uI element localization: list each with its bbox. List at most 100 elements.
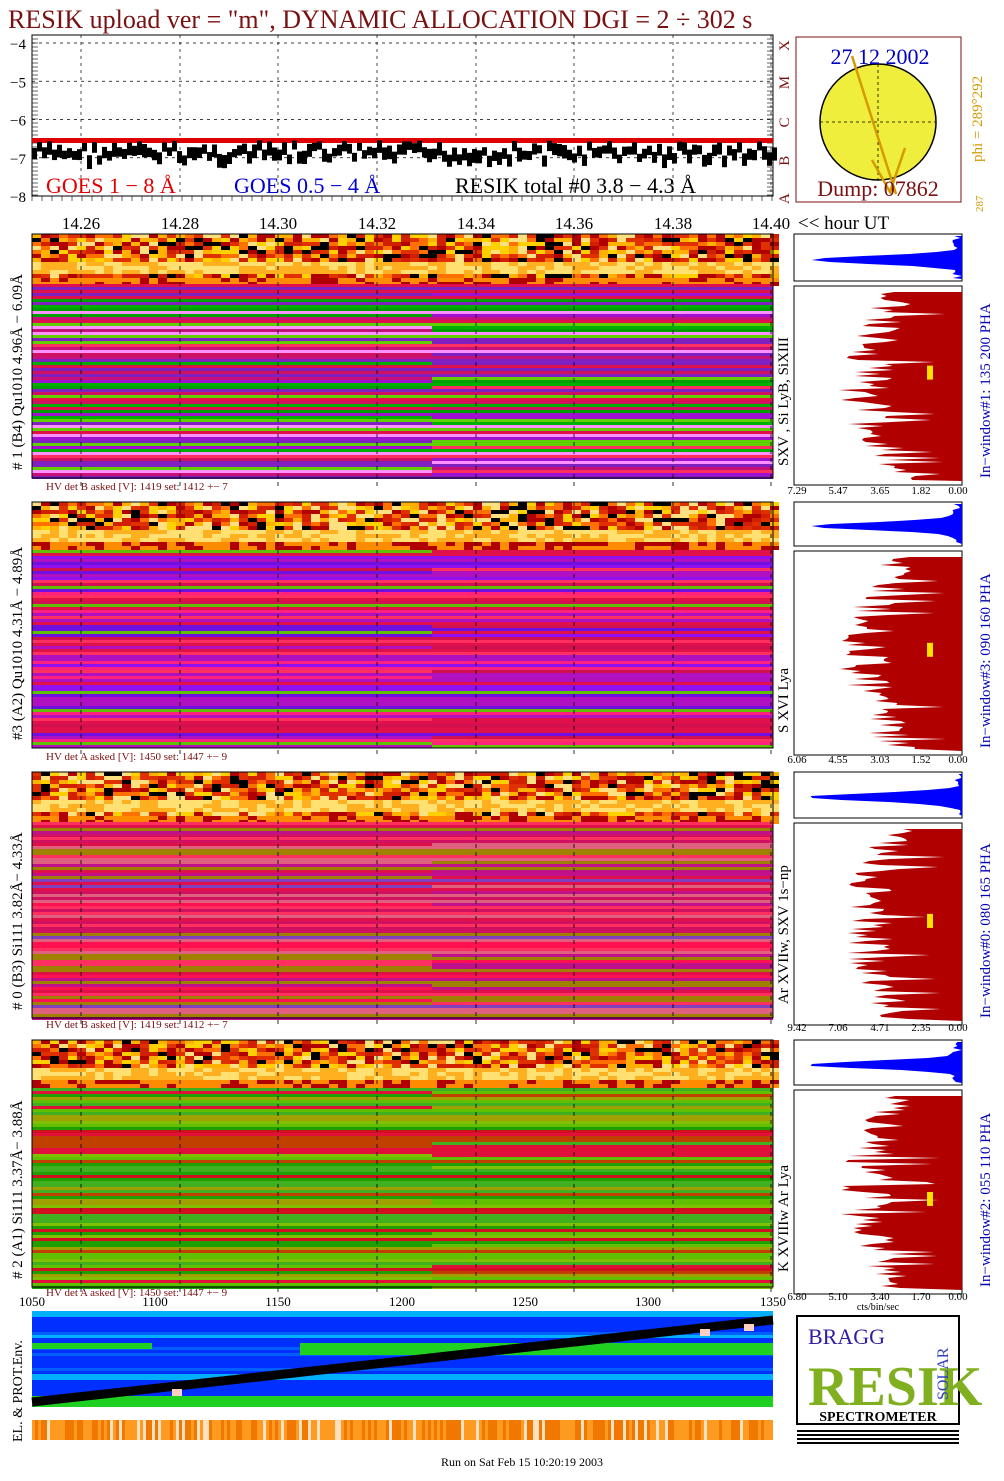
resik-total-bin <box>677 142 682 151</box>
heatmap-cell <box>527 506 536 510</box>
heatmap-cell <box>428 1072 437 1076</box>
spectrum-stripe <box>432 473 773 476</box>
heatmap-cell <box>149 812 158 816</box>
heatmap-cell <box>284 796 293 800</box>
heatmap-cell <box>329 238 338 242</box>
spectrum-axis-label: 4.55 <box>828 754 848 766</box>
heatmap-cell <box>59 534 68 538</box>
resik-total-bin <box>662 154 667 168</box>
heatmap-cell <box>275 514 284 518</box>
resik-total-bin <box>77 149 82 160</box>
heatmap-cell <box>644 242 653 246</box>
heatmap-cell <box>554 796 563 800</box>
heatmap-cell <box>509 1076 518 1080</box>
heatmap-cell <box>482 526 491 530</box>
heatmap-cell <box>563 1072 572 1076</box>
heatmap-cell <box>428 788 437 792</box>
heatmap-cell <box>428 278 437 282</box>
heatmap-cell <box>671 530 680 534</box>
spectrum-stripe <box>432 742 773 745</box>
heatmap-cell <box>581 816 590 820</box>
heatmap-cell <box>239 518 248 522</box>
heatmap-cell <box>275 522 284 526</box>
heatmap-cell <box>230 514 239 518</box>
heatmap-cell <box>203 792 212 796</box>
spectrum-axis-label: 9.42 <box>787 1022 806 1034</box>
heatmap-cell <box>401 538 410 542</box>
heatmap-cell <box>50 270 59 274</box>
heatmap-cell <box>743 270 752 274</box>
heatmap-cell <box>572 542 581 546</box>
heatmap-cell <box>41 246 50 250</box>
heatmap-cell <box>509 506 518 510</box>
heatmap-cell <box>68 1048 77 1052</box>
heatmap-cell <box>770 784 779 788</box>
heatmap-cell <box>50 530 59 534</box>
heatmap-cell <box>680 522 689 526</box>
spectrum-stripe <box>432 703 773 706</box>
heatmap-cell <box>419 772 428 776</box>
heatmap-cell <box>545 1044 554 1048</box>
heatmap-cell <box>104 1060 113 1064</box>
heatmap-cell <box>59 530 68 534</box>
heatmap-cell <box>410 816 419 820</box>
spectrum-stripe <box>432 954 773 957</box>
heatmap-cell <box>608 238 617 242</box>
heatmap-cell <box>617 1084 626 1088</box>
resik-total-bin <box>297 152 302 164</box>
heatmap-cell <box>689 784 698 788</box>
heatmap-cell <box>131 792 140 796</box>
heatmap-cell <box>518 1048 527 1052</box>
heatmap-cell <box>761 526 770 530</box>
heatmap-cell <box>212 538 221 542</box>
spectrum-stripe <box>32 317 432 320</box>
heatmap-cell <box>419 270 428 274</box>
heatmap-cell <box>599 546 608 550</box>
spectrum-stripe <box>432 1115 773 1118</box>
heatmap-cell <box>356 1052 365 1056</box>
heatmap-cell <box>482 542 491 546</box>
heatmap-cell <box>86 788 95 792</box>
heatmap-cell <box>248 234 257 238</box>
heatmap-cell <box>464 1048 473 1052</box>
heatmap-cell <box>302 1068 311 1072</box>
heatmap-cell <box>212 266 221 270</box>
heatmap-cell <box>527 242 536 246</box>
heatmap-cell <box>221 1056 230 1060</box>
heatmap-cell <box>167 234 176 238</box>
heatmap-cell <box>626 546 635 550</box>
heatmap-cell <box>446 522 455 526</box>
heatmap-cell <box>257 538 266 542</box>
heatmap-cell <box>365 254 374 258</box>
heatmap-cell <box>122 262 131 266</box>
heatmap-cell <box>536 1048 545 1052</box>
heatmap-cell <box>185 246 194 250</box>
heatmap-cell <box>617 538 626 542</box>
resik-total-bin <box>117 147 122 156</box>
heatmap-cell <box>545 254 554 258</box>
spectrum-stripe <box>432 673 773 676</box>
heatmap-cell <box>194 266 203 270</box>
spectrum-stripe <box>32 882 432 885</box>
heatmap-cell <box>140 808 149 812</box>
heatmap-cell <box>131 1068 140 1072</box>
heatmap-cell <box>329 784 338 788</box>
heatmap-cell <box>410 266 419 270</box>
heatmap-cell <box>401 796 410 800</box>
heatmap-cell <box>743 522 752 526</box>
heatmap-cell <box>86 796 95 800</box>
heatmap-cell <box>185 808 194 812</box>
heatmap-cell <box>230 788 239 792</box>
heatmap-cell <box>68 1080 77 1084</box>
heatmap-cell <box>707 522 716 526</box>
heatmap-cell <box>581 788 590 792</box>
spectrum-stripe <box>432 718 773 721</box>
heatmap-cell <box>41 1052 50 1056</box>
spectrum-stripe <box>432 640 773 643</box>
heatmap-cell <box>77 234 86 238</box>
heatmap-cell <box>275 1076 284 1080</box>
heatmap-cell <box>41 1044 50 1048</box>
heatmap-cell <box>734 776 743 780</box>
heatmap-cell <box>401 242 410 246</box>
heatmap-cell <box>482 246 491 250</box>
